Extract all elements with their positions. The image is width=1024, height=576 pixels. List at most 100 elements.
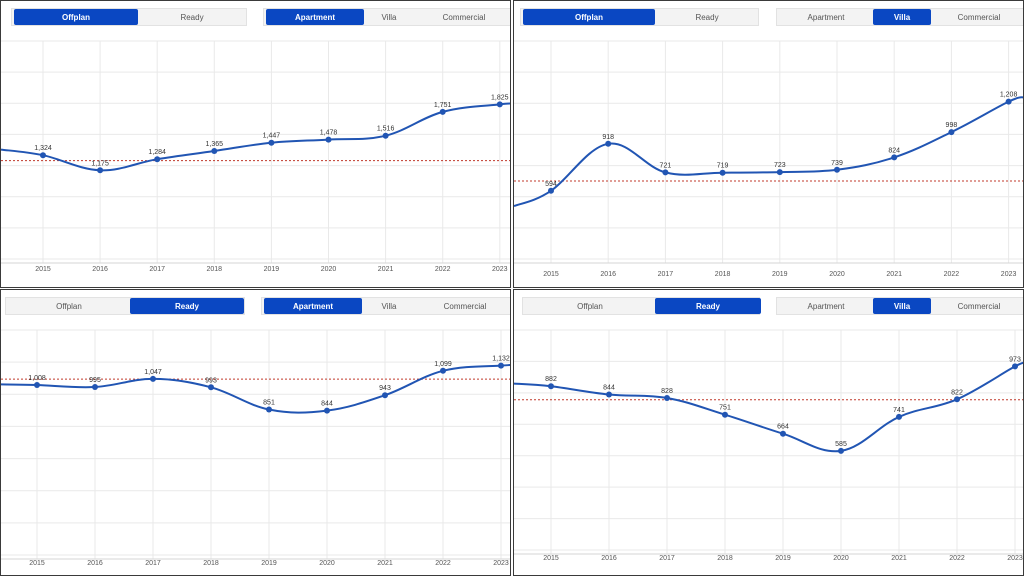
tab-offplan[interactable]: Offplan <box>14 9 138 25</box>
data-point[interactable] <box>211 148 218 154</box>
tab-offplan[interactable]: Offplan <box>56 301 82 311</box>
x-tick-label: 2021 <box>891 555 907 562</box>
x-tick-label: 2021 <box>378 266 394 273</box>
tab-ready[interactable]: Ready <box>130 298 244 314</box>
status-tab-group: Offplan Ready <box>520 8 759 26</box>
series-line <box>514 361 1023 453</box>
data-point[interactable] <box>896 413 902 420</box>
data-point[interactable] <box>605 140 612 147</box>
data-label: 751 <box>719 405 731 412</box>
data-label: 664 <box>777 424 789 431</box>
x-tick-label: 2023 <box>492 266 508 273</box>
data-point[interactable] <box>266 406 272 413</box>
grid <box>514 329 1023 554</box>
data-point[interactable] <box>548 383 554 390</box>
x-tick-label: 2017 <box>149 266 165 273</box>
data-point[interactable] <box>382 392 388 399</box>
x-tick-label: 2019 <box>772 271 788 278</box>
data-point[interactable] <box>150 375 156 382</box>
data-label: 844 <box>321 401 333 408</box>
tab-apartment[interactable]: Apartment <box>266 9 364 25</box>
data-label: 741 <box>893 407 905 414</box>
data-label: 723 <box>774 162 786 169</box>
data-point[interactable] <box>891 154 898 161</box>
data-point[interactable] <box>776 169 783 176</box>
data-label: 1,175 <box>91 160 109 167</box>
data-point[interactable] <box>548 187 554 194</box>
data-point[interactable] <box>834 166 840 173</box>
data-point[interactable] <box>97 167 104 174</box>
data-point[interactable] <box>780 430 786 437</box>
data-point[interactable] <box>382 132 389 139</box>
x-tick-label: 2021 <box>886 271 902 278</box>
data-point[interactable] <box>838 447 844 454</box>
data-label: 1,132 <box>492 356 510 363</box>
data-point[interactable] <box>208 384 214 391</box>
tab-offplan[interactable]: Offplan <box>523 9 655 25</box>
tab-offplan[interactable]: Offplan <box>577 301 603 311</box>
series-line <box>1 364 510 414</box>
data-label: 1,825 <box>491 94 509 101</box>
tab-ready[interactable]: Ready <box>180 12 204 22</box>
x-tick-label: 2023 <box>1001 271 1017 278</box>
tab-commercial[interactable]: Commercial <box>442 12 486 22</box>
data-point[interactable] <box>948 129 955 136</box>
data-point[interactable] <box>440 367 446 374</box>
data-point[interactable] <box>719 169 726 176</box>
tab-apartment[interactable]: Apartment <box>807 301 845 311</box>
x-tick-label: 2020 <box>829 271 845 278</box>
x-tick-label: 2016 <box>600 271 616 278</box>
tab-apartment[interactable]: Apartment <box>807 12 845 22</box>
x-tick-label: 2015 <box>29 560 45 567</box>
data-label: 851 <box>263 400 275 407</box>
tab-villa[interactable]: Villa <box>873 9 931 25</box>
data-point[interactable] <box>498 362 504 369</box>
property-type-tab-group: Apartment Villa Commercial <box>263 8 510 26</box>
status-tab-group: Offplan Ready <box>11 8 247 26</box>
data-label: 995 <box>89 377 101 384</box>
data-point[interactable] <box>606 391 612 398</box>
data-point[interactable] <box>324 407 330 414</box>
x-tick-label: 2016 <box>601 555 617 562</box>
status-tab-group: Offplan Ready <box>522 297 761 315</box>
tab-commercial[interactable]: Commercial <box>957 301 1001 311</box>
data-point[interactable] <box>664 395 670 401</box>
filter-toolbar: Offplan Ready Apartment Villa Commercial <box>1 290 510 320</box>
tab-villa[interactable]: Villa <box>873 298 931 314</box>
data-point[interactable] <box>439 108 446 115</box>
x-tick-label: 2022 <box>944 271 960 278</box>
tab-commercial[interactable]: Commercial <box>443 301 487 311</box>
data-label: 993 <box>205 377 217 384</box>
tab-commercial[interactable]: Commercial <box>957 12 1001 22</box>
chart-panel-ready-villa: Offplan Ready Apartment Villa Commercial 882 8… <box>513 289 1024 576</box>
data-label: 1,365 <box>206 141 224 148</box>
tab-apartment[interactable]: Apartment <box>264 298 362 314</box>
line-chart: 882 844 828 751 664 585 741 822 973 2015 2016 2017 2… <box>514 329 1023 562</box>
tab-villa[interactable]: Villa <box>381 301 397 311</box>
x-tick-label: 2015 <box>543 555 559 562</box>
data-label: 721 <box>660 162 672 169</box>
data-point[interactable] <box>268 139 275 146</box>
data-point[interactable] <box>496 101 503 108</box>
data-point[interactable] <box>1005 98 1012 105</box>
data-label: 1,284 <box>148 149 166 156</box>
data-point[interactable] <box>34 382 40 388</box>
data-point[interactable] <box>325 136 332 143</box>
data-point[interactable] <box>954 396 960 403</box>
status-tab-group: Offplan Ready <box>5 297 245 315</box>
data-point[interactable] <box>154 156 161 163</box>
data-label: 824 <box>888 147 900 154</box>
x-tick-label: 2019 <box>775 555 791 562</box>
tab-villa[interactable]: Villa <box>381 12 397 22</box>
data-point[interactable] <box>92 384 98 390</box>
line-chart: 1,324 1,175 1,284 1,365 1,447 1,478 1,516 1,751… <box>1 40 510 273</box>
tab-ready[interactable]: Ready <box>695 12 719 22</box>
property-type-tab-group: Apartment Villa Commercial <box>261 297 510 315</box>
line-chart: 1,008 995 1,047 993 851 844 943 1,099 1,132 2015 2… <box>1 329 510 567</box>
data-label: 1,099 <box>434 361 452 368</box>
data-point[interactable] <box>662 169 669 176</box>
data-point[interactable] <box>40 152 46 159</box>
data-point[interactable] <box>722 411 728 418</box>
data-point[interactable] <box>1012 363 1018 370</box>
tab-ready[interactable]: Ready <box>655 298 761 314</box>
